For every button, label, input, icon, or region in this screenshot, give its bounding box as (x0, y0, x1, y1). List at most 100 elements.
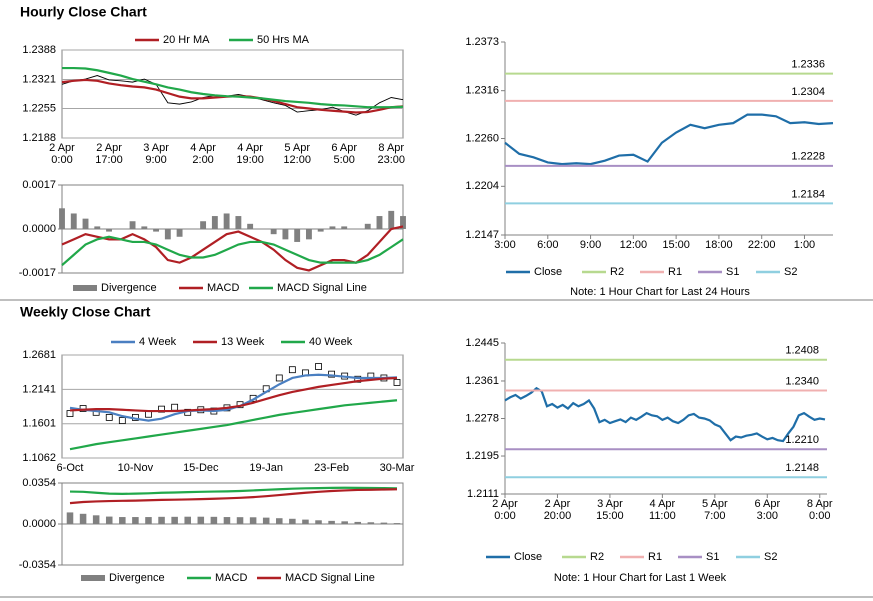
x-tick-label: 30-Mar (380, 462, 415, 474)
y-tick-label: 0.0017 (22, 179, 56, 191)
legend-label: Divergence (109, 572, 165, 584)
bar (315, 520, 322, 524)
bar (211, 216, 218, 229)
y-tick-label: -0.0017 (19, 267, 56, 279)
bar (223, 213, 230, 229)
bar (249, 517, 257, 524)
x-tick-label: 8 Apr 23:00 (377, 142, 405, 166)
bar (132, 517, 139, 524)
bar (302, 519, 309, 524)
series-line (69, 488, 398, 505)
y-tick-label: 1.2188 (22, 132, 56, 144)
bar (354, 521, 362, 524)
bar (400, 216, 406, 229)
legend-label: 20 Hr MA (163, 34, 210, 46)
bar (82, 218, 89, 229)
level-label: 1.2340 (785, 375, 819, 387)
series-line (69, 486, 398, 495)
bar (367, 522, 375, 524)
x-tick-label: 6:00 (537, 239, 558, 251)
y-tick-label: 1.2445 (465, 337, 499, 349)
x-tick-label: 4 Apr 2:00 (190, 142, 216, 166)
x-tick-label: 1:00 (794, 239, 815, 251)
x-tick-label: 2 Apr 20:00 (544, 498, 572, 522)
candle (315, 363, 322, 370)
bar (153, 229, 160, 232)
bar (66, 512, 74, 524)
bar (247, 223, 254, 229)
legend-label: 4 Week (139, 336, 177, 348)
x-tick-label: 6 Apr 5:00 (331, 142, 357, 166)
legend-label: MACD Signal Line (285, 572, 375, 584)
candle (393, 379, 401, 386)
series-line (69, 399, 398, 451)
bar (184, 516, 191, 524)
y-tick-label: 1.2681 (22, 349, 56, 361)
bar (59, 208, 65, 229)
chart-note: Note: 1 Hour Chart for Last 24 Hours (570, 286, 750, 298)
y-tick-label: 1.2255 (22, 102, 56, 114)
y-tick-label: 1.1601 (22, 418, 56, 430)
bar (294, 229, 301, 242)
series-line (61, 235, 404, 267)
bar (129, 221, 136, 229)
bar (210, 516, 218, 524)
series-line (62, 66, 404, 109)
bar (141, 226, 148, 229)
candle (275, 374, 283, 382)
y-tick-label: 1.2195 (465, 450, 499, 462)
x-tick-label: 5 Apr 12:00 (283, 142, 311, 166)
level-label: 1.2336 (791, 59, 825, 71)
y-tick-label: 1.2316 (465, 85, 499, 97)
y-tick-label: 1.2260 (465, 132, 499, 144)
bar (376, 216, 383, 229)
y-tick-label: 1.2141 (22, 383, 56, 395)
legend-label: S2 (764, 551, 777, 563)
x-tick-label: 4 Apr 19:00 (236, 142, 264, 166)
legend-label: 40 Week (309, 336, 353, 348)
legend-swatch (81, 575, 105, 581)
legend-label: Close (514, 551, 542, 563)
bar (270, 229, 277, 235)
bar (200, 221, 207, 229)
series-line (504, 113, 834, 166)
legend-label: Divergence (101, 282, 157, 294)
x-tick-label: 5 Apr 7:00 (702, 498, 728, 522)
level-label: 1.2148 (785, 462, 819, 474)
x-tick-label: 23-Feb (314, 462, 349, 474)
y-tick-label: 0.0000 (22, 518, 56, 530)
bar (94, 226, 101, 229)
level-label: 1.2408 (785, 345, 819, 357)
legend-label: R2 (590, 551, 604, 563)
bar (176, 229, 183, 237)
bar (388, 210, 395, 229)
x-tick-label: 2 Apr 17:00 (95, 142, 123, 166)
x-tick-label: 2 Apr 0:00 (49, 142, 75, 166)
bar (305, 229, 312, 240)
bar (236, 517, 244, 524)
series-line (504, 386, 826, 443)
x-tick-label: 15-Dec (183, 462, 219, 474)
y-tick-label: 1.2321 (22, 73, 56, 85)
bar (105, 516, 113, 524)
x-tick-label: 6 Apr 3:00 (754, 498, 780, 522)
candle (328, 370, 336, 378)
bar (92, 515, 100, 524)
x-tick-label: 18:00 (705, 239, 733, 251)
x-tick-label: 9:00 (580, 239, 601, 251)
bar (317, 229, 324, 232)
bar (364, 223, 371, 229)
bar (145, 517, 152, 524)
legend-label: MACD (215, 572, 247, 584)
x-tick-label: 15:00 (662, 239, 690, 251)
x-tick-label: 6-Oct (57, 462, 84, 474)
level-label: 1.2228 (791, 151, 825, 163)
legend-swatch (73, 285, 97, 291)
candle (288, 366, 296, 374)
bar (164, 229, 171, 240)
y-tick-label: -0.0354 (19, 559, 56, 571)
legend-label: S1 (706, 551, 719, 563)
level-label: 1.2210 (785, 434, 819, 446)
legend-label: S2 (784, 266, 797, 278)
legend-label: 13 Week (221, 336, 265, 348)
